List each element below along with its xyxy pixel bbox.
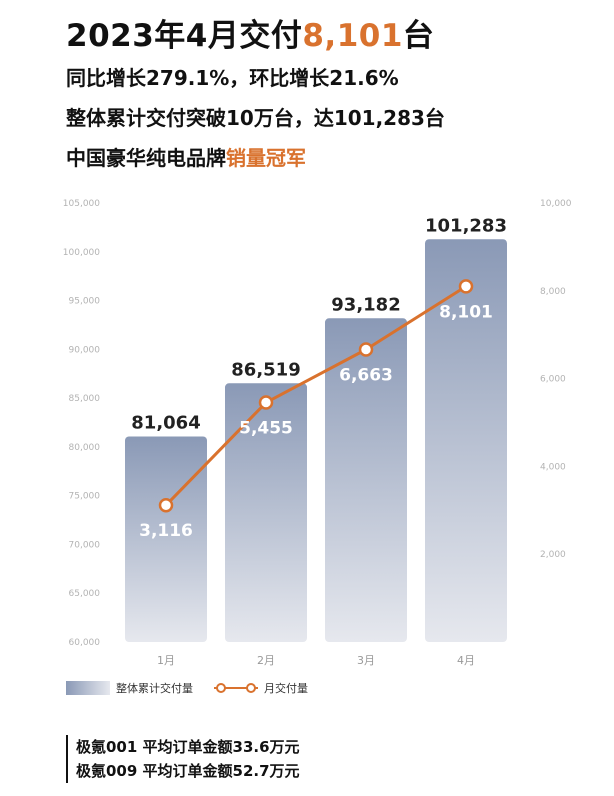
headline: 2023年4月交付8,101台 bbox=[66, 10, 434, 55]
cumulative-line: 整体累计交付突破10万台，达101,283台 bbox=[66, 106, 445, 130]
x-tick-label: 4月 bbox=[457, 654, 475, 667]
combo-chart: 60,000 65,000 70,000 75,000 80,000 85,000 90,0… bbox=[63, 199, 572, 667]
y-right-tick-label: 10,000 bbox=[540, 199, 572, 209]
line-value-label: 8,101 bbox=[439, 302, 493, 322]
note-009: 极氪009 平均订单金额52.7万元 bbox=[76, 762, 300, 780]
bar bbox=[425, 239, 507, 642]
y-right-tick-label: 2,000 bbox=[540, 550, 566, 560]
line-point bbox=[358, 342, 374, 357]
line-point bbox=[458, 279, 474, 294]
headline-prefix: 2023年4月交付 bbox=[66, 18, 303, 54]
bar bbox=[225, 383, 307, 642]
y-left-tick-label: 105,000 bbox=[63, 199, 100, 209]
y-left-tick-label: 100,000 bbox=[63, 248, 100, 258]
legend-line-label: 月交付量 bbox=[264, 682, 308, 695]
line-value-label: 5,455 bbox=[239, 419, 293, 439]
headline-suffix: 台 bbox=[402, 18, 435, 54]
bar bbox=[325, 318, 407, 642]
legend-bar-label: 整体累计交付量 bbox=[116, 682, 193, 695]
y-right-tick-label: 6,000 bbox=[540, 375, 566, 385]
y-left-tick-label: 60,000 bbox=[69, 638, 101, 648]
y-left-tick-label: 70,000 bbox=[69, 540, 101, 550]
y-right-tick-label: 4,000 bbox=[540, 462, 566, 472]
bar-value-label: 86,519 bbox=[231, 359, 300, 380]
x-tick-label: 3月 bbox=[357, 654, 375, 667]
brand-line-highlight: 销量冠军 bbox=[226, 146, 306, 170]
note-001: 极氪001 平均订单金额33.6万元 bbox=[76, 738, 300, 756]
bar-value-label: 81,064 bbox=[131, 413, 200, 434]
y-left-tick-label: 65,000 bbox=[69, 589, 101, 599]
y-right-tick-label: 8,000 bbox=[540, 287, 566, 297]
y-left-tick-label: 80,000 bbox=[69, 443, 101, 453]
y-left-tick-label: 85,000 bbox=[69, 394, 101, 404]
x-tick-label: 2月 bbox=[257, 654, 275, 667]
bar-value-label: 101,283 bbox=[425, 215, 507, 236]
monthly-line bbox=[164, 285, 467, 507]
line-point bbox=[158, 497, 174, 513]
line-value-label: 3,116 bbox=[139, 521, 193, 541]
bar-value-label: 93,182 bbox=[331, 294, 400, 315]
bar bbox=[125, 436, 207, 642]
x-tick-label: 1月 bbox=[157, 654, 175, 667]
legend-bar-swatch bbox=[66, 681, 110, 695]
brand-line-prefix: 中国豪华纯电品牌 bbox=[66, 146, 226, 170]
legend-line-swatch bbox=[214, 683, 258, 693]
y-left-tick-label: 90,000 bbox=[69, 345, 101, 355]
legend-item-bar: 整体累计交付量 bbox=[66, 680, 193, 696]
y-left-tick-label: 95,000 bbox=[69, 297, 101, 307]
notes-block: 极氪001 平均订单金额33.6万元 极氪009 平均订单金额52.7万元 bbox=[66, 735, 300, 783]
y-left-tick-label: 75,000 bbox=[69, 492, 101, 502]
headline-number: 8,101 bbox=[302, 18, 403, 54]
growth-line: 同比增长279.1%，环比增长21.6% bbox=[66, 66, 399, 90]
line-value-label: 6,663 bbox=[339, 365, 393, 385]
legend-item-line: 月交付量 bbox=[214, 680, 308, 696]
line-point bbox=[258, 395, 274, 410]
brand-line: 中国豪华纯电品牌销量冠军 bbox=[66, 142, 306, 171]
